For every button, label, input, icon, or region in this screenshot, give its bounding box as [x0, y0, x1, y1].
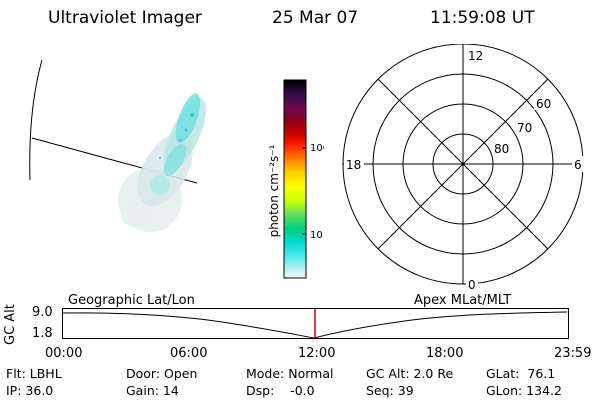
seq-status: Seq: 39	[366, 383, 414, 398]
mlt-label-0: 0	[468, 278, 476, 292]
timeline-x-tick-2: 12:00	[298, 346, 336, 361]
timeline-right-label: Apex MLat/MLT	[414, 293, 512, 308]
gain-status: Gain: 14	[126, 383, 179, 398]
ip-status: IP: 36.0	[6, 383, 54, 398]
earth-limb	[29, 59, 43, 181]
app-title: Ultraviolet Imager	[48, 8, 202, 28]
color-scale-gradient	[283, 79, 307, 279]
mode-status: Mode: Normal	[246, 366, 334, 381]
glon-status: GLon: 134.2	[486, 383, 562, 398]
timeline-y-axis-label: GC Alt	[3, 304, 18, 345]
glat-status: GLat: 76.1	[486, 366, 556, 381]
timeline-x-tick-1: 06:00	[170, 346, 208, 361]
timeline-y-tick-min: 1.8	[32, 326, 53, 341]
mlt-label-12: 12	[468, 49, 483, 63]
timeline-left-label: Geographic Lat/Lon	[68, 293, 195, 308]
color-scale-label: photon cm⁻²s⁻¹	[267, 144, 281, 237]
mlt-label-6: 6	[574, 158, 582, 172]
color-scale-bar: 100 10 photon cm⁻²s⁻¹	[267, 79, 324, 279]
date-readout: 25 Mar 07	[272, 8, 359, 28]
timeline-x-tick-3: 18:00	[426, 346, 464, 361]
time-readout: 11:59:08 UT	[430, 8, 535, 28]
mlt-label-18: 18	[346, 158, 361, 172]
timeline-y-tick-max: 9.0	[32, 305, 53, 320]
door-status: Door: Open	[126, 366, 198, 381]
polar-plot: 12 18 6 0 60 70 80	[342, 44, 584, 292]
altitude-curve	[62, 311, 568, 339]
orbit-timeline[interactable]	[62, 308, 572, 342]
timeline-x-tick-4: 23:59	[554, 346, 592, 361]
mlat-label-70: 70	[517, 121, 532, 135]
color-scale-tick-100: 100	[310, 143, 324, 154]
filter-status: Flt: LBHL	[6, 366, 62, 381]
auroral-image-panel	[29, 59, 207, 232]
timeline-x-tick-0: 00:00	[45, 346, 83, 361]
color-scale-tick-10: 10	[310, 230, 323, 241]
mlat-label-80: 80	[494, 142, 509, 156]
mlat-label-60: 60	[536, 97, 551, 111]
dsp-status: Dsp: -0.0	[246, 383, 315, 398]
gc-alt-status: GC Alt: 2.0 Re	[366, 366, 454, 381]
auroral-emission	[118, 93, 207, 232]
